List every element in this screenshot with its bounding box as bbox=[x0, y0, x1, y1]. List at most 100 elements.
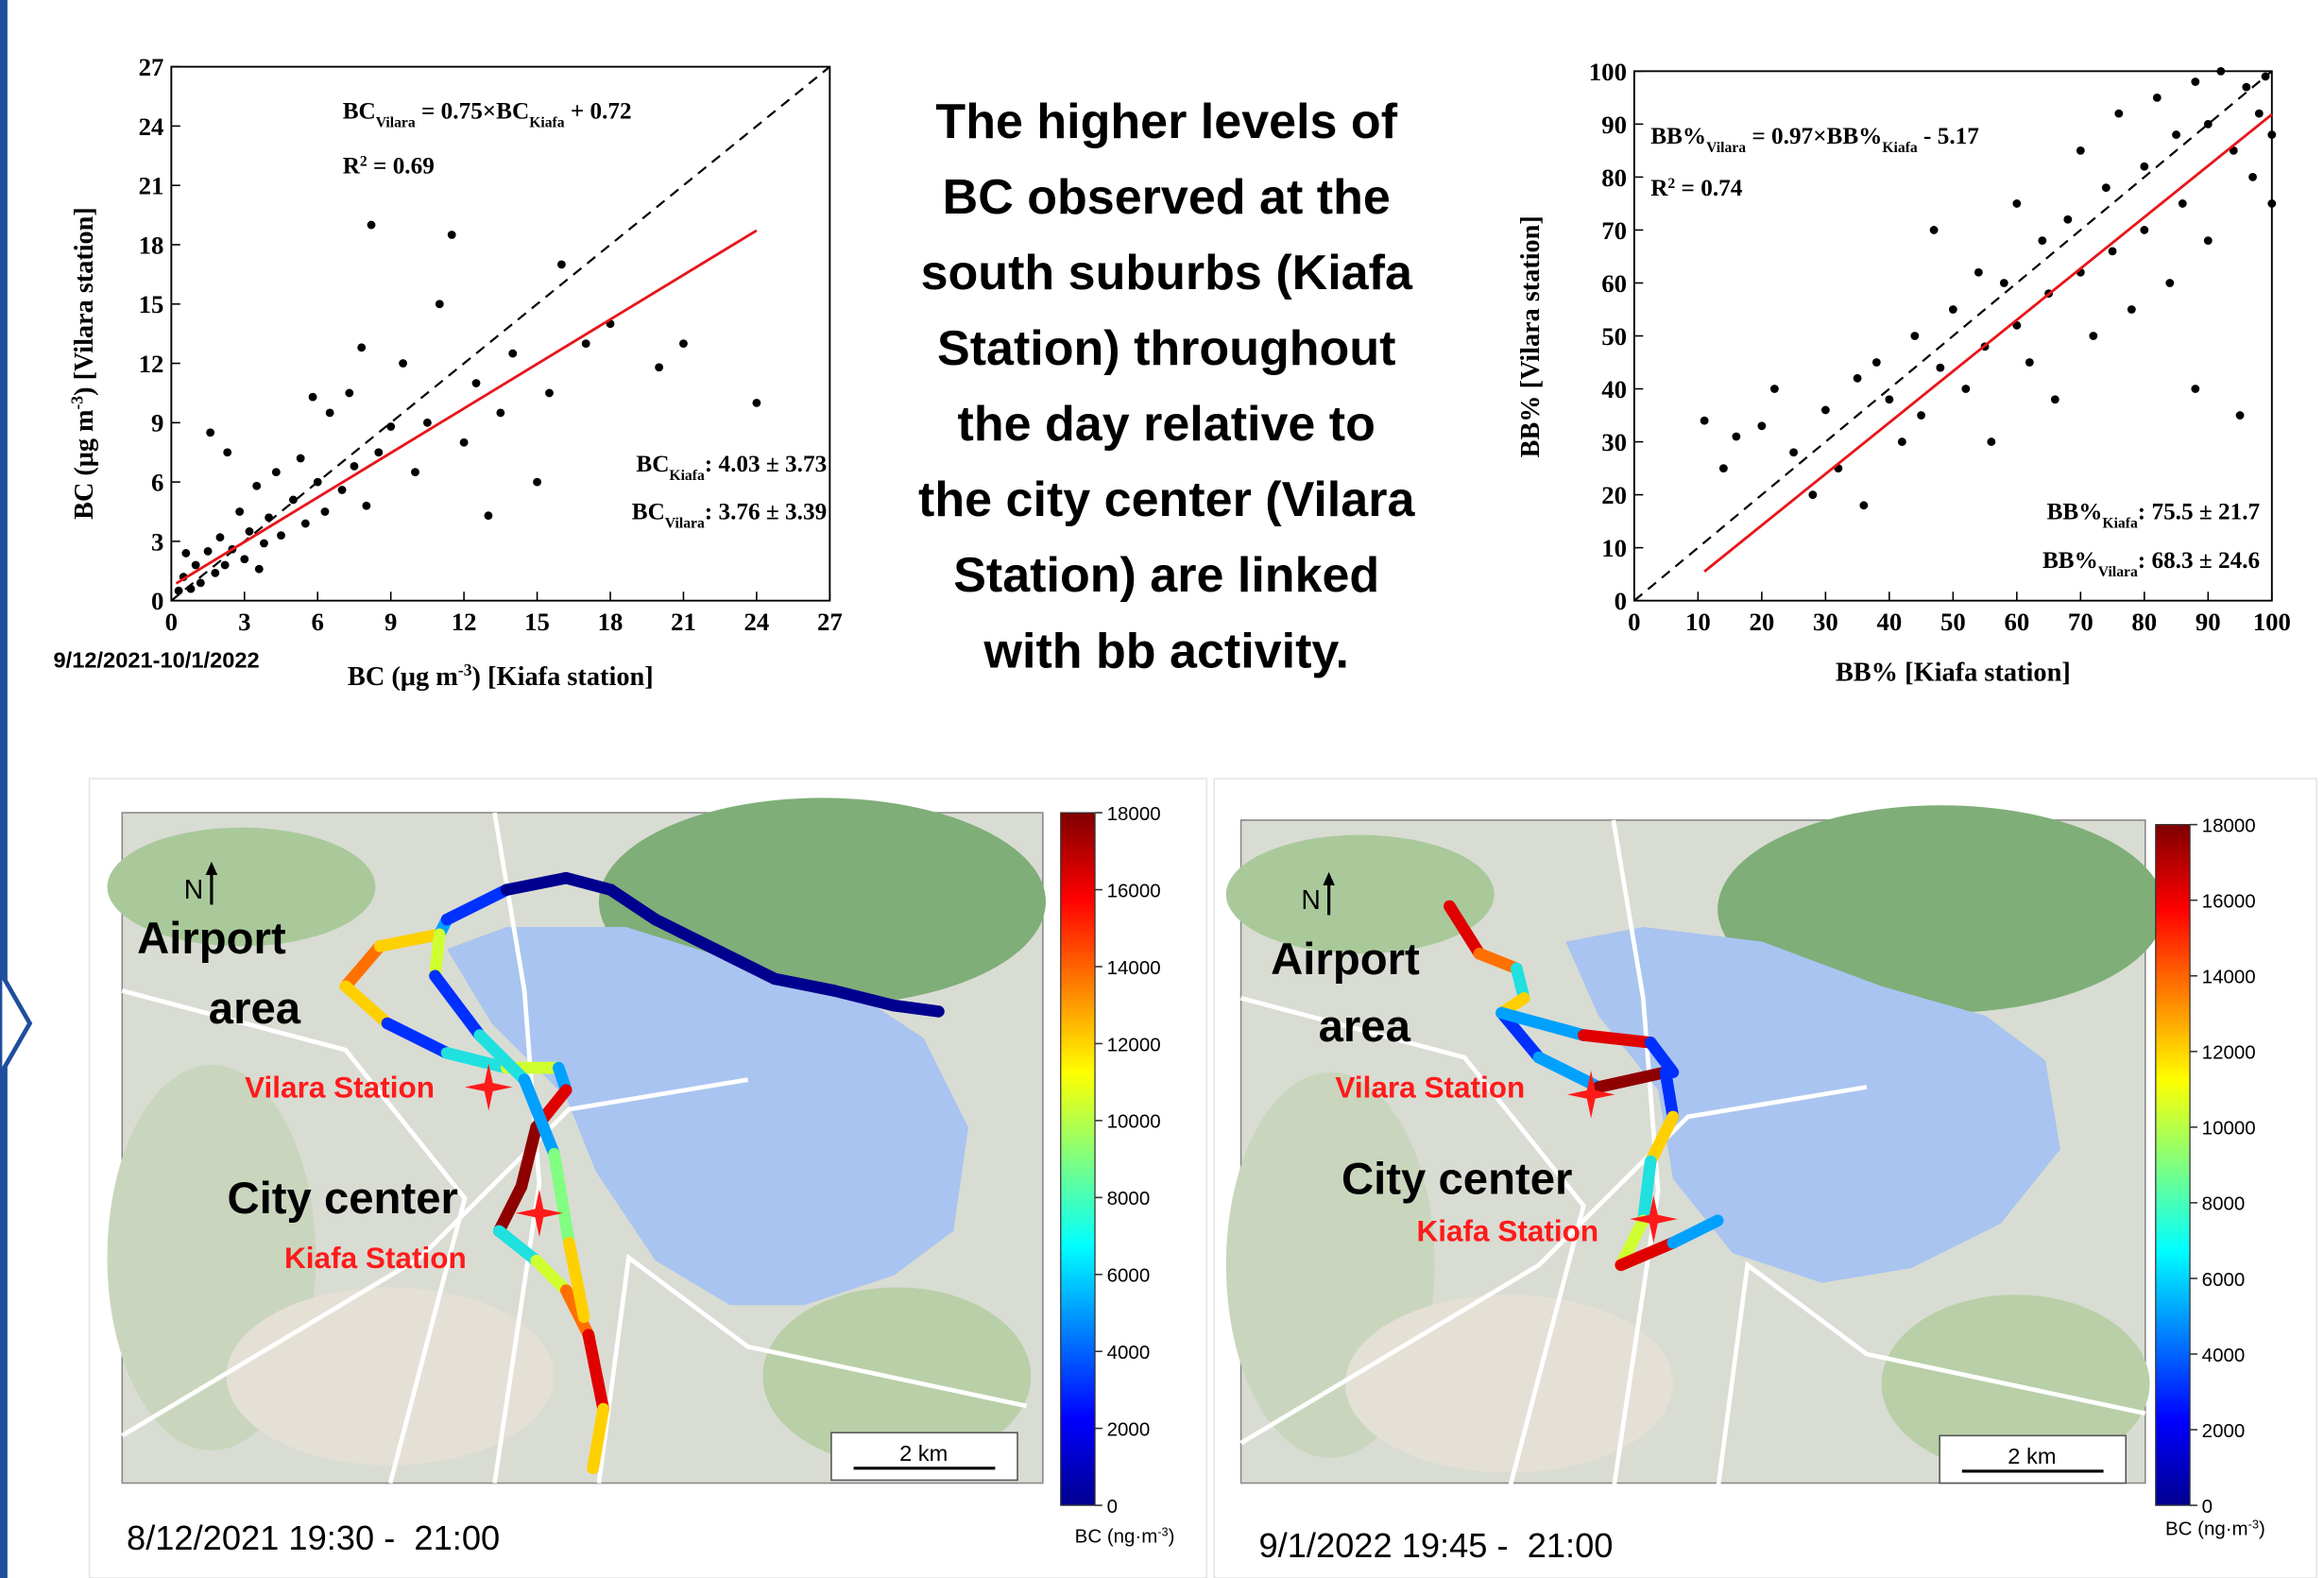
track-segment bbox=[1643, 1161, 1650, 1221]
data-point bbox=[338, 486, 347, 494]
text-part: R bbox=[1650, 176, 1668, 201]
text-part: Vilara bbox=[1706, 140, 1746, 156]
data-point bbox=[460, 438, 469, 447]
text-part: - 5.17 bbox=[1918, 124, 1979, 149]
data-point bbox=[2012, 199, 2021, 208]
data-point bbox=[260, 540, 268, 548]
summary-line: Station) are linked bbox=[953, 548, 1379, 603]
y-tick-label: 6 bbox=[151, 469, 163, 497]
x-tick-label: 18 bbox=[598, 608, 624, 636]
data-point bbox=[2204, 236, 2213, 245]
text-part: BC (μg m bbox=[348, 662, 458, 692]
data-point bbox=[2216, 67, 2225, 76]
data-point bbox=[252, 482, 261, 490]
data-point bbox=[321, 507, 330, 516]
colorbar-tick-label: 2000 bbox=[2202, 1420, 2246, 1442]
station-label: Kiafa Station bbox=[1416, 1215, 1598, 1248]
slide-edge bbox=[0, 0, 8, 1578]
period-label: 9/12/2021-10/1/2022 bbox=[54, 647, 260, 672]
text-part: BB% bbox=[1650, 124, 1706, 149]
data-point bbox=[2267, 199, 2276, 208]
x-tick-label: 27 bbox=[817, 608, 843, 636]
data-point bbox=[265, 513, 273, 522]
data-point bbox=[655, 363, 663, 371]
x-tick-label: 80 bbox=[2131, 608, 2157, 636]
data-point bbox=[2127, 305, 2136, 314]
text-part: BC (ng·m bbox=[1075, 1525, 1158, 1547]
text-part: Kiafa bbox=[2102, 515, 2138, 531]
data-point bbox=[2242, 83, 2250, 92]
y-tick-label: 3 bbox=[151, 527, 163, 556]
data-point bbox=[2262, 73, 2270, 81]
text-part: Vilara bbox=[665, 515, 705, 531]
data-point bbox=[2236, 411, 2245, 420]
colorbar-tick-label: 16000 bbox=[2202, 891, 2256, 913]
y-tick-label: 80 bbox=[1601, 163, 1627, 192]
text-part: BC bbox=[343, 99, 376, 125]
data-point bbox=[2076, 146, 2085, 155]
data-point bbox=[1770, 385, 1779, 393]
y-tick-label: 0 bbox=[151, 587, 163, 615]
data-point bbox=[2089, 332, 2097, 340]
map-date: 8/12/2021 19:30 - 21:00 bbox=[127, 1518, 500, 1557]
data-point bbox=[374, 448, 383, 456]
data-point bbox=[1974, 268, 1983, 277]
colorbar-tick-label: 4000 bbox=[2202, 1345, 2246, 1366]
x-axis-label: BC (μg m-3) [Kiafa station] bbox=[348, 660, 654, 692]
data-point bbox=[436, 300, 444, 308]
data-point bbox=[277, 531, 285, 540]
data-point bbox=[297, 455, 305, 463]
annotation: BCVilara = 0.75×BCKiafa + 0.72 bbox=[343, 99, 632, 130]
text-part: BB% [Vilara station] bbox=[1516, 215, 1546, 457]
y-tick-label: 18 bbox=[139, 231, 164, 259]
data-point bbox=[2179, 199, 2187, 208]
text-part: Kiafa bbox=[1882, 140, 1918, 156]
data-point bbox=[240, 555, 248, 563]
x-tick-label: 70 bbox=[2068, 608, 2093, 636]
data-point bbox=[1949, 305, 1957, 314]
track-segment bbox=[435, 935, 439, 976]
y-tick-label: 90 bbox=[1601, 111, 1627, 139]
terrain bbox=[1345, 1295, 1673, 1472]
y-tick-label: 24 bbox=[139, 112, 164, 141]
data-point bbox=[1961, 385, 1970, 393]
annotation: BCVilara: 3.76 ± 3.39 bbox=[632, 499, 827, 530]
data-point bbox=[181, 549, 190, 557]
slide-arrow bbox=[0, 971, 30, 1075]
text-part: = 0.74 bbox=[1675, 176, 1743, 201]
colorbar bbox=[2156, 825, 2190, 1505]
area-label: Airport bbox=[137, 914, 286, 964]
colorbar-tick-label: 6000 bbox=[2202, 1269, 2246, 1291]
text-part: -3 bbox=[68, 396, 87, 410]
colorbar-tick-label: 4000 bbox=[1107, 1342, 1151, 1364]
colorbar-tick-label: 6000 bbox=[1107, 1265, 1151, 1287]
text-part: : 4.03 ± 3.73 bbox=[705, 452, 827, 477]
summary-line: BC observed at the bbox=[943, 170, 1391, 225]
data-point bbox=[1700, 417, 1709, 425]
data-point bbox=[496, 408, 504, 417]
text-part: BB% bbox=[2047, 499, 2103, 524]
data-point bbox=[2109, 247, 2117, 255]
summary-line: the day relative to bbox=[958, 397, 1376, 452]
colorbar-tick-label: 18000 bbox=[2202, 815, 2256, 837]
y-tick-label: 9 bbox=[151, 409, 163, 437]
data-point bbox=[2051, 395, 2059, 403]
annotation: BB%Kiafa: 75.5 ± 21.7 bbox=[2047, 499, 2261, 530]
station-label: Vilara Station bbox=[245, 1072, 435, 1105]
data-point bbox=[1821, 406, 1830, 415]
x-tick-label: 3 bbox=[238, 608, 250, 636]
data-point bbox=[272, 468, 281, 476]
text-part: + 0.72 bbox=[565, 99, 632, 125]
annotation: BB%Vilara = 0.97×BB%Kiafa - 5.17 bbox=[1650, 124, 1979, 155]
data-point bbox=[2255, 110, 2264, 118]
text-part: R bbox=[343, 154, 361, 180]
station-label: Vilara Station bbox=[1335, 1072, 1525, 1105]
data-point bbox=[545, 389, 554, 398]
terrain bbox=[227, 1287, 555, 1465]
y-axis-label: BC (μg m-3) [Vilara station] bbox=[68, 207, 99, 520]
data-point bbox=[1732, 433, 1740, 441]
x-tick-label: 10 bbox=[1685, 608, 1711, 636]
text-part: BC bbox=[636, 452, 669, 477]
data-point bbox=[1757, 421, 1766, 430]
x-tick-label: 20 bbox=[1749, 608, 1774, 636]
